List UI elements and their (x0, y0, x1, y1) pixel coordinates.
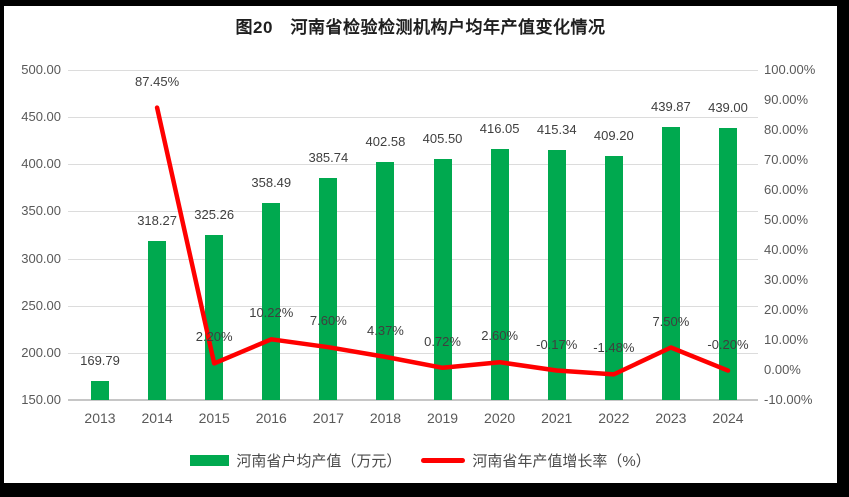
y-axis-right-tick-label: 50.00% (764, 212, 809, 227)
x-axis-line (68, 399, 758, 401)
x-axis-label: 2022 (598, 410, 630, 426)
y-axis-left-tick-label: 400.00 (21, 156, 61, 172)
bar-2013 (91, 381, 109, 400)
bar-value-label: 415.34 (536, 121, 577, 137)
x-axis-label: 2016 (255, 410, 287, 426)
line-value-label: -0.20% (707, 336, 749, 352)
bar-2018 (376, 161, 395, 400)
y-axis-right-tick-label: 30.00% (764, 272, 809, 287)
x-axis-label: 2017 (312, 410, 344, 426)
line-value-label: -0.17% (536, 336, 578, 352)
y-axis-left-tick-label: 150.00 (21, 392, 61, 407)
x-axis-label: 2021 (541, 410, 573, 426)
line-value-label: 7.50% (652, 313, 690, 329)
bar-value-label: 439.87 (651, 98, 691, 114)
gridline (68, 352, 758, 354)
gridline (68, 211, 758, 213)
y-axis-right-tick-label: 40.00% (764, 242, 809, 257)
line-value-label: 87.45% (135, 73, 180, 89)
y-axis-right-tick-label: 20.00% (764, 302, 809, 317)
bar-value-label: 325.26 (194, 206, 235, 222)
y-axis-left-tick-label: 500.00 (21, 62, 61, 77)
bar-2021 (547, 149, 566, 400)
line-value-label: 7.60% (309, 313, 347, 329)
y-axis-right-tick-label: 0.00% (764, 362, 801, 377)
bar-2022 (604, 155, 623, 400)
bar-2017 (319, 177, 338, 400)
line-value-label: 0.72% (424, 333, 461, 349)
bar-2023 (661, 126, 680, 400)
gridline (68, 305, 758, 307)
bar-value-label: 402.58 (365, 133, 406, 149)
gridline (68, 117, 758, 119)
bar-2015 (205, 234, 224, 400)
y-axis-right-tick-label: 90.00% (764, 92, 809, 107)
y-axis-right-tick-label: 70.00% (764, 152, 809, 167)
gridline (68, 258, 758, 260)
x-axis-label: 2015 (198, 410, 230, 426)
chart-title: 图20 河南省检验检测机构户均年产值变化情况 (235, 18, 606, 37)
line-value-label: 2.60% (481, 328, 519, 344)
line-series-legend-label: 河南省年产值增长率（%） (472, 452, 651, 470)
chart-frame: 图20 河南省检验检测机构户均年产值变化情况 500.00 450.00 400.0… (4, 6, 837, 483)
bar-value-label: 358.49 (251, 175, 292, 191)
bar-2016 (262, 203, 281, 400)
legend: 河南省户均产值（万元） 河南省年产值增长率（%） (4, 450, 837, 470)
y-axis-left-tick-label: 250.00 (21, 297, 61, 313)
bar-value-label: 439.00 (708, 99, 748, 115)
y-axis-right-tick-label: 100.00% (764, 62, 816, 77)
y-axis-right-tick-label: -10.00% (764, 392, 813, 407)
x-axis-label: 2014 (141, 410, 173, 426)
line-value-label: 10.22% (249, 305, 294, 321)
x-axis-label: 2024 (712, 410, 744, 426)
x-axis-label: 2020 (484, 410, 516, 426)
gridline (68, 164, 758, 166)
bar-series-swatch-icon (190, 454, 230, 466)
y-axis-left-tick-label: 200.00 (21, 344, 61, 360)
bar-2019 (433, 159, 452, 400)
bar-2024 (718, 127, 737, 400)
line-value-label: 2.20% (195, 329, 233, 345)
bar-value-label: 318.27 (137, 213, 177, 229)
y-axis-left-tick-label: 300.00 (21, 250, 61, 266)
bar-value-label: 409.20 (593, 127, 634, 143)
gridline (68, 70, 758, 71)
x-axis-label: 2019 (426, 410, 459, 426)
bar-value-label: 416.05 (479, 121, 520, 137)
line-value-label: 4.37% (367, 322, 404, 338)
y-axis-left-tick-label: 350.00 (21, 203, 61, 219)
line-series-swatch-icon (421, 457, 466, 463)
y-axis-right-tick-label: 60.00% (764, 182, 809, 197)
line-value-label: -1.48% (593, 340, 635, 356)
x-axis-label: 2013 (84, 410, 116, 426)
bar-value-label: 385.74 (308, 149, 349, 165)
legend-item-bar-series: 河南省户均产值（万元） (190, 450, 401, 471)
x-axis-label: 2023 (655, 410, 687, 426)
bar-series-legend-label: 河南省户均产值（万元） (236, 452, 402, 470)
bar-value-label: 169.79 (80, 353, 120, 369)
bar-2020 (490, 149, 509, 400)
bar-2014 (148, 241, 167, 400)
legend-item-line-series: 河南省年产值增长率（%） (421, 450, 651, 471)
bar-value-label: 405.50 (422, 131, 463, 147)
x-axis-label: 2018 (369, 410, 402, 426)
y-axis-right-tick-label: 80.00% (764, 122, 809, 137)
y-axis-right-tick-label: 10.00% (764, 332, 809, 347)
y-axis-left-tick-label: 450.00 (21, 109, 61, 125)
